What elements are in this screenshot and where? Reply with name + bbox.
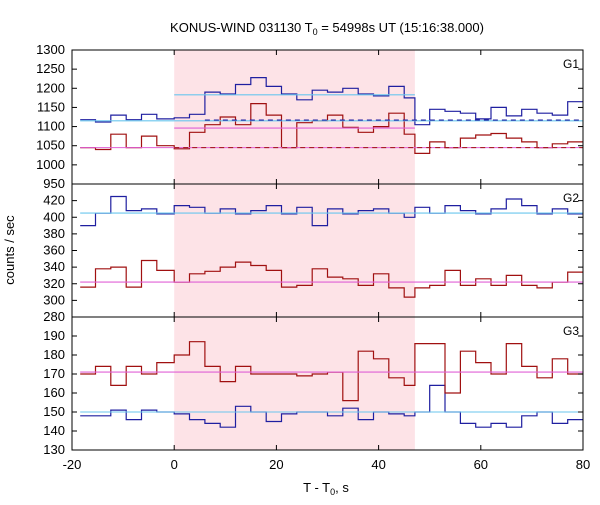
panel-g2-ytick-label: 360: [43, 243, 65, 258]
panel-g3-ytick-label: 180: [43, 347, 65, 362]
panel-g3-ytick-label: 130: [43, 442, 65, 457]
panel-g3-frame: [71, 316, 584, 451]
x-axis-title: T - T0, s: [303, 480, 349, 497]
panel-g3-ytick-label: 150: [43, 404, 65, 419]
chart-title: KONUS-WIND 031130 T0 = 54998s UT (15:16:…: [170, 20, 484, 37]
panel-g1-ytick-label: 950: [43, 176, 65, 191]
panel-g3-ytick-label: 140: [43, 423, 65, 438]
x-tick-label: 60: [474, 457, 488, 472]
panel-g2-soft-series: [80, 259, 583, 298]
panel-g2-ytick-label: 320: [43, 276, 65, 291]
panel-g3-ytick-label: 170: [43, 366, 65, 381]
x-tick-label: 40: [371, 457, 385, 472]
x-tick-label: 20: [269, 457, 283, 472]
panel-g1-soft-series: [80, 103, 583, 154]
panel-g1-hard-series: [80, 77, 583, 126]
panel-g2-ytick-label: 300: [43, 292, 65, 307]
panel-g1-ytick-label: 1050: [36, 138, 65, 153]
panel-g2-hard-series: [80, 195, 583, 227]
x-tick-label: 0: [171, 457, 178, 472]
y-axis-title: counts / sec: [2, 215, 17, 285]
panel-g3-ytick-label: 160: [43, 385, 65, 400]
panel-g1-label: G1: [563, 57, 579, 71]
panel-g3-label: G3: [563, 324, 579, 338]
panel-g2-ytick-label: 380: [43, 226, 65, 241]
panel-g3-ytick-label: 190: [43, 328, 65, 343]
panel-g2-ytick-label: 420: [43, 193, 65, 208]
panel-g1-ytick-label: 1100: [37, 119, 65, 134]
panel-g2-ytick-label: 340: [43, 259, 65, 274]
x-tick-label: 80: [576, 457, 590, 472]
panel-g1-ytick-label: 1150: [37, 99, 65, 114]
highlight-interval: [174, 50, 415, 450]
panel-g2-ytick-label: 280: [43, 309, 65, 324]
panel-g2-ytick-label: 400: [43, 209, 65, 224]
panel-g2-label: G2: [563, 191, 579, 205]
x-tick-label: -20: [63, 457, 82, 472]
panel-g1-ytick-label: 1250: [36, 61, 65, 76]
panel-g1-ytick-label: 1200: [36, 80, 65, 95]
panel-g1-ytick-label: 1300: [36, 42, 65, 57]
panel-g1-ytick-label: 1000: [36, 157, 65, 172]
